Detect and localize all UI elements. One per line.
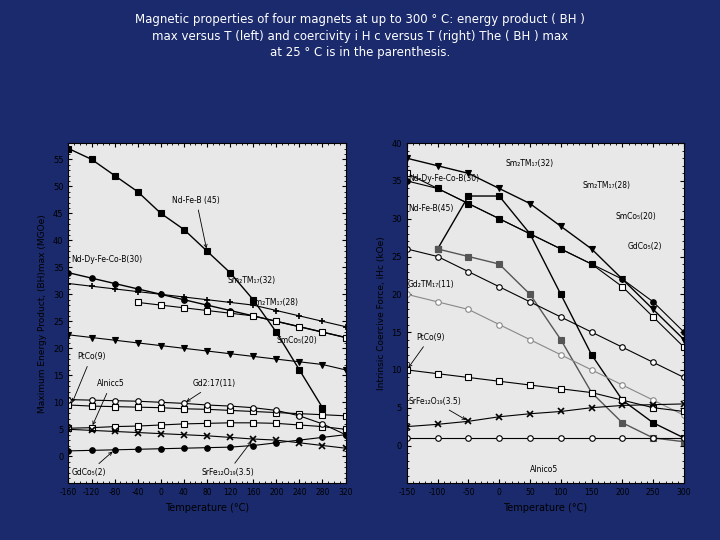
Text: Gd2:17(11): Gd2:17(11): [187, 379, 235, 401]
X-axis label: Temperature (°C): Temperature (°C): [165, 503, 249, 512]
Text: SrFe₁₂O₁₉(3.5): SrFe₁₂O₁₉(3.5): [408, 397, 465, 420]
Text: Sm₂TM₁₇(32): Sm₂TM₁₇(32): [505, 159, 554, 168]
Text: GdCo₅(2): GdCo₅(2): [627, 242, 662, 251]
Text: Gd₂TM₁₇(11): Gd₂TM₁₇(11): [408, 280, 454, 289]
Text: at 25 ° C is in the parenthesis.: at 25 ° C is in the parenthesis.: [270, 46, 450, 59]
X-axis label: Temperature (°C): Temperature (°C): [503, 503, 588, 512]
Text: Alnico5: Alnico5: [530, 465, 558, 474]
Text: PtCo(9): PtCo(9): [409, 333, 444, 367]
Text: Magnetic properties of four magnets at up to 300 ° C: energy product ( BH ): Magnetic properties of four magnets at u…: [135, 14, 585, 26]
Text: Alnicc5: Alnicc5: [93, 379, 125, 424]
Text: Nd-Fe-B (45): Nd-Fe-B (45): [172, 195, 220, 247]
Text: SmCo₅(20): SmCo₅(20): [615, 212, 656, 221]
Text: GdCo₅(2): GdCo₅(2): [71, 453, 112, 477]
Text: Nd-Dy-Fe-Co-B(30): Nd-Dy-Fe-Co-B(30): [408, 174, 479, 183]
Text: SrFe₁₂O₁₉(3.5): SrFe₁₂O₁₉(3.5): [201, 442, 254, 477]
Y-axis label: Maximum Energy Product, (BH)max (MGOe): Maximum Energy Product, (BH)max (MGOe): [38, 214, 48, 413]
Text: Sm₂TM₁₇(28): Sm₂TM₁₇(28): [251, 298, 298, 307]
Text: max versus T (left) and coercivity i H c versus T (right) The ( BH ) max: max versus T (left) and coercivity i H c…: [152, 30, 568, 43]
Text: SmCo₅(20): SmCo₅(20): [276, 336, 317, 345]
Y-axis label: Intrinsic Coercive Force, iHc (kOe): Intrinsic Coercive Force, iHc (kOe): [377, 237, 386, 390]
Text: Sm₂TM₁₇(32): Sm₂TM₁₇(32): [228, 276, 275, 286]
Text: Sm₂TM₁₇(28): Sm₂TM₁₇(28): [582, 181, 631, 191]
Text: PtCo(9): PtCo(9): [73, 352, 106, 402]
Text: Nd-Fe-B(45): Nd-Fe-B(45): [408, 204, 454, 213]
Text: Nd-Dy-Fe-Co-B(30): Nd-Dy-Fe-Co-B(30): [71, 255, 143, 264]
